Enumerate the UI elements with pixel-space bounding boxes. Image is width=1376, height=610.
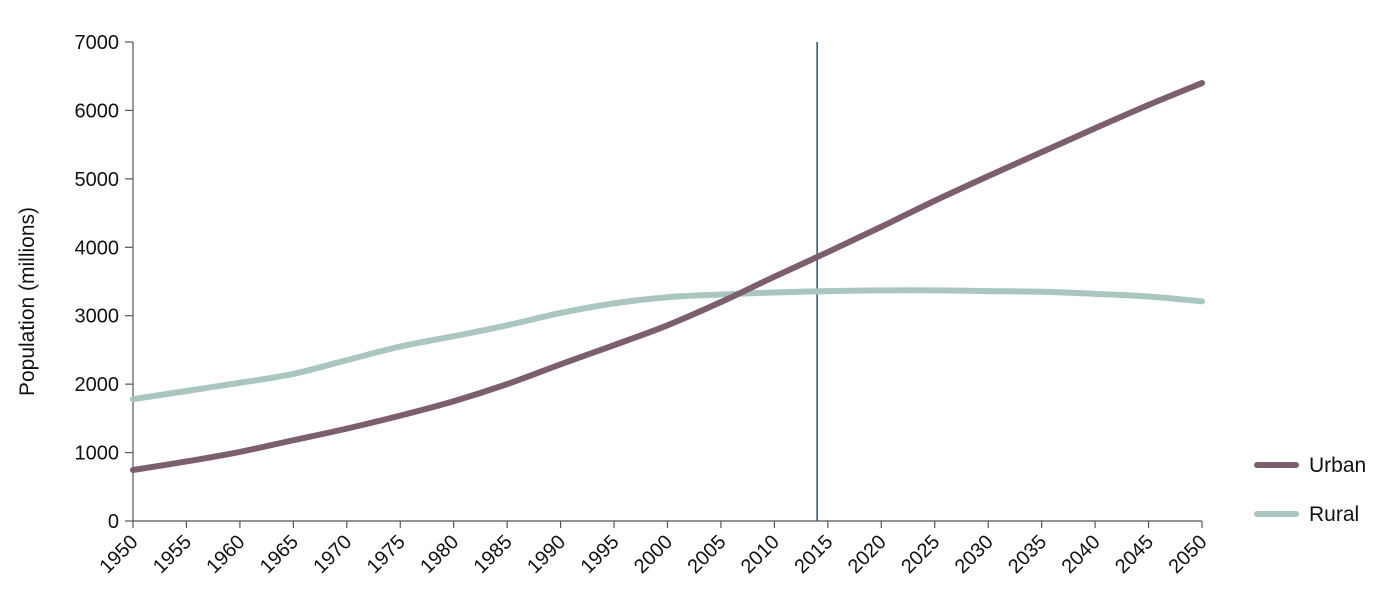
y-tick-label: 3000 <box>75 306 120 328</box>
x-tick-label: 2025 <box>897 531 944 578</box>
series-layer <box>130 80 1205 474</box>
x-tick-label: 2010 <box>737 531 784 578</box>
y-axis-title: Population (millions) <box>16 207 39 396</box>
series-line-rural <box>130 287 1205 403</box>
legend-label-rural: Rural <box>1309 503 1359 526</box>
legend-label-urban: Urban <box>1309 454 1366 477</box>
x-tick-label: 2040 <box>1058 531 1105 578</box>
x-tick-label: 1960 <box>202 531 249 578</box>
y-tick-label: 6000 <box>75 100 120 122</box>
x-tick-label: 1995 <box>577 531 624 578</box>
x-tick-label: 1990 <box>523 531 570 578</box>
x-tick-label: 1965 <box>256 531 303 578</box>
x-tick-label: 2005 <box>683 531 730 578</box>
x-tick-label: 1980 <box>416 531 463 578</box>
x-tick-label: 1985 <box>470 531 517 578</box>
y-tick-label: 4000 <box>75 237 120 259</box>
x-tick-label: 2015 <box>790 531 837 578</box>
y-tick-label: 0 <box>108 511 119 533</box>
x-tick-label: 2035 <box>1004 531 1051 578</box>
x-tick-label: 1970 <box>309 531 356 578</box>
x-tick-label: 1950 <box>96 531 143 578</box>
x-tick-label: 1975 <box>363 531 410 578</box>
x-tick-label: 2020 <box>844 531 891 578</box>
x-tick-label: 2000 <box>630 531 677 578</box>
x-tick-label: 2050 <box>1165 531 1212 578</box>
series-line-urban <box>130 80 1205 474</box>
x-tick-label: 2045 <box>1111 531 1158 578</box>
x-tick-label: 1955 <box>149 531 196 578</box>
y-tick-label: 1000 <box>75 443 120 465</box>
y-tick-label: 2000 <box>75 374 120 396</box>
y-tick-label: 7000 <box>75 32 120 54</box>
y-tick-label: 5000 <box>75 169 120 191</box>
legend: Urban Rural <box>1254 454 1366 526</box>
x-tick-label: 2030 <box>951 531 998 578</box>
